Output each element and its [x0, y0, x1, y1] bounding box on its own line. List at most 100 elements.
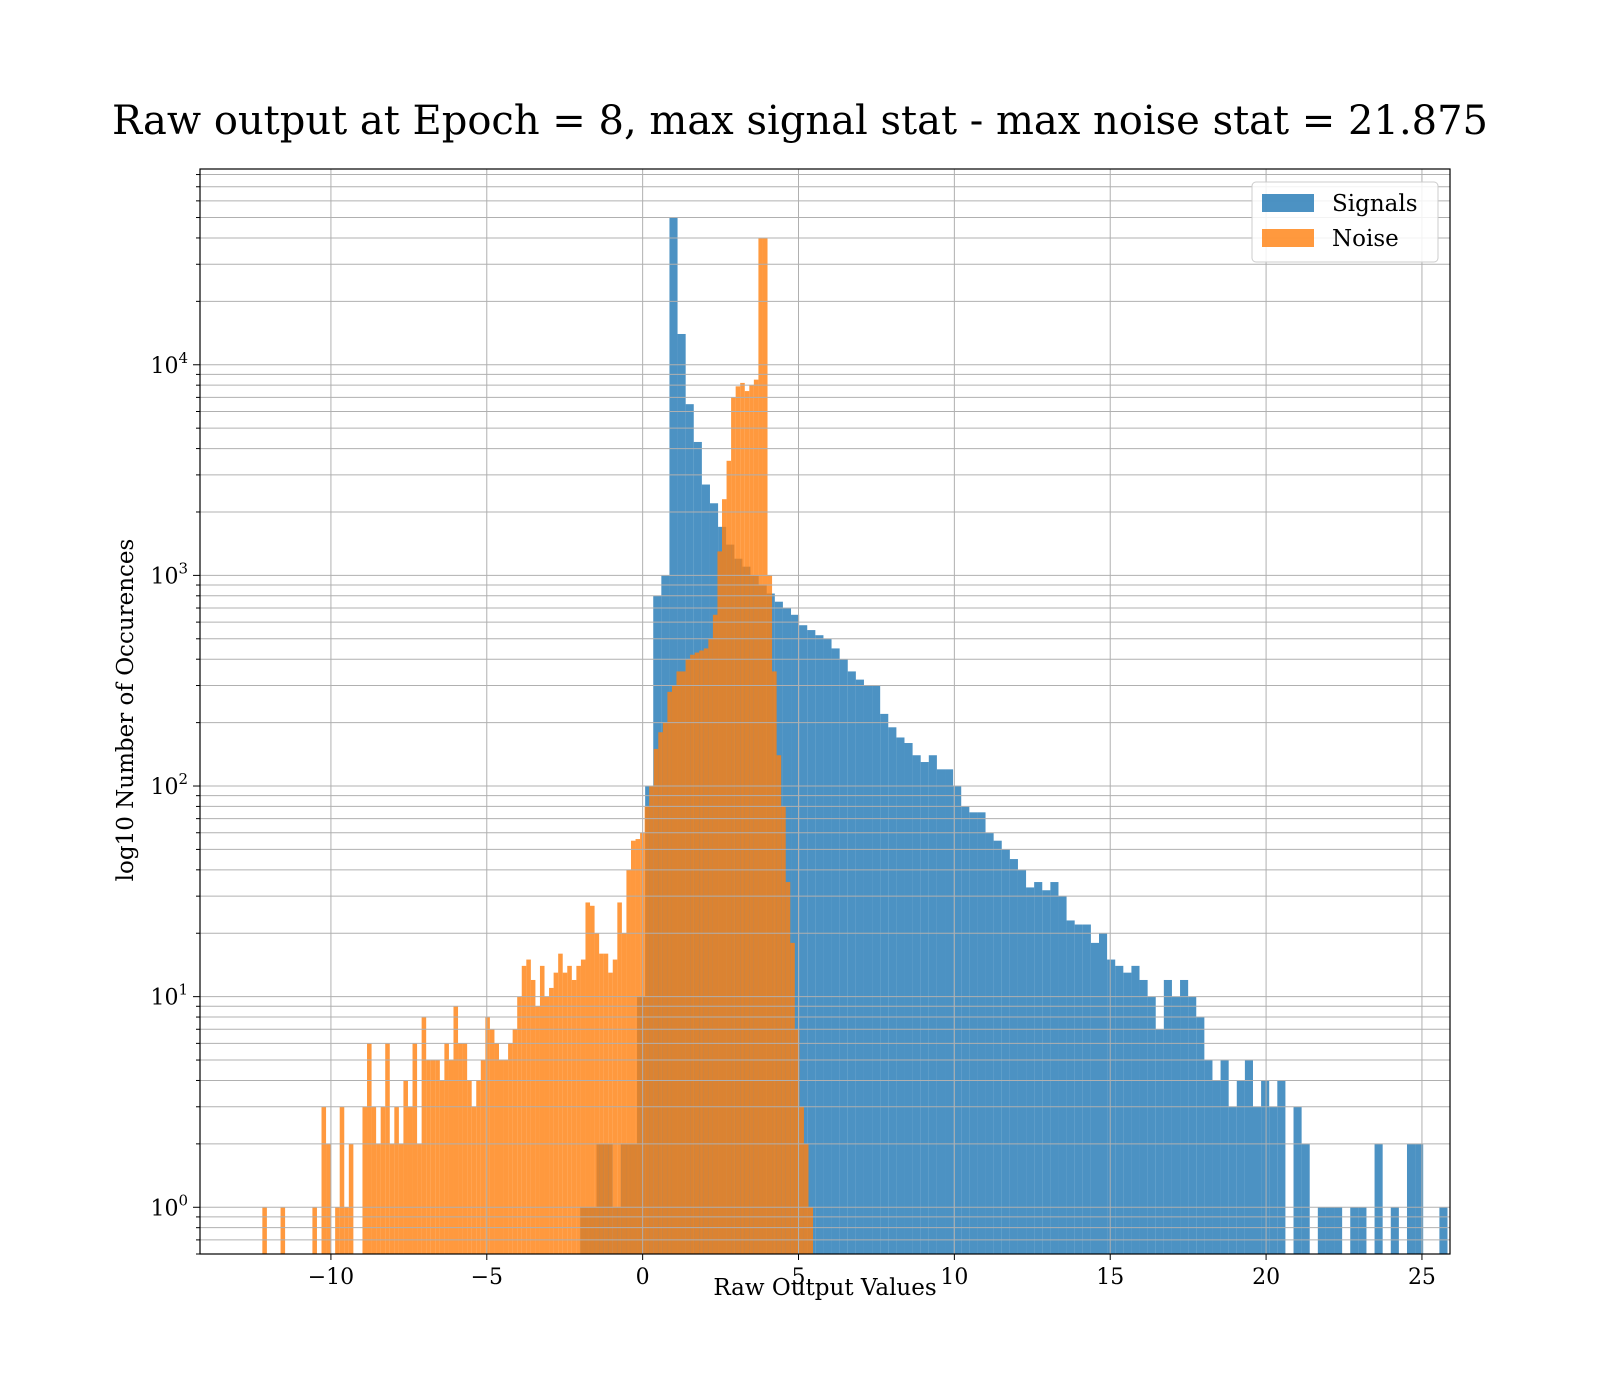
- signals-bar: [1115, 965, 1124, 1254]
- x-tick-label: 10: [940, 1265, 968, 1290]
- noise-bar: [562, 972, 568, 1254]
- x-tick-label: 20: [1252, 1265, 1280, 1290]
- signals-bar: [1163, 979, 1172, 1254]
- signals-bar: [936, 769, 946, 1254]
- grid: [200, 169, 1450, 1255]
- signals-bar: [1415, 1143, 1424, 1254]
- signals-bar: [1066, 920, 1075, 1254]
- signals-bar: [904, 743, 913, 1254]
- signals-bar: [872, 685, 881, 1254]
- signals-bar: [791, 614, 800, 1254]
- signals-bar: [1406, 1143, 1416, 1254]
- signals-bar: [1334, 1207, 1343, 1254]
- noise-bar: [762, 237, 768, 1254]
- signals-bar: [1301, 1143, 1310, 1254]
- noise-bar: [694, 652, 700, 1254]
- signals-bar: [920, 762, 929, 1254]
- x-tick-label: 5: [792, 1265, 806, 1290]
- noise-bar: [722, 499, 727, 1254]
- signals-bar: [815, 635, 824, 1254]
- noise-bar: [549, 987, 554, 1254]
- signals-bar: [1269, 1106, 1278, 1254]
- legend-label-signals: Signals: [1332, 191, 1418, 217]
- signals-bar: [1252, 1106, 1262, 1254]
- noise-bar: [430, 1060, 436, 1254]
- signals-bar: [1358, 1207, 1367, 1254]
- signals-bar: [1350, 1207, 1359, 1254]
- noise-bar: [403, 1080, 408, 1254]
- legend-label-noise: Noise: [1332, 226, 1399, 252]
- noise-bar: [744, 391, 750, 1254]
- noise-bar: [339, 1106, 345, 1254]
- noise-bar: [380, 1106, 386, 1254]
- noise-bar: [521, 965, 527, 1254]
- noise-bar: [367, 1043, 372, 1254]
- signals-bar: [1090, 942, 1099, 1254]
- noise-bar: [617, 902, 622, 1254]
- noise-bar: [590, 905, 595, 1254]
- noise-bar: [717, 551, 723, 1254]
- signals-bar: [1188, 996, 1197, 1254]
- noise-bar: [681, 671, 686, 1254]
- signals-bar: [993, 840, 1002, 1254]
- signals-bar: [1204, 1060, 1213, 1254]
- x-tick-label: 15: [1096, 1265, 1124, 1290]
- noise-bar: [494, 1043, 499, 1254]
- noise-bar: [658, 732, 663, 1254]
- noise-bar: [776, 755, 782, 1254]
- noise-bar: [571, 979, 577, 1254]
- noise-bar: [553, 972, 559, 1254]
- noise-bar: [371, 1106, 377, 1254]
- signals-bar: [847, 671, 856, 1254]
- signals-bar: [1131, 965, 1140, 1254]
- noise-bar: [567, 965, 572, 1254]
- signals-bar: [961, 806, 970, 1254]
- noise-bar: [348, 1143, 354, 1254]
- noise-bar: [726, 460, 732, 1254]
- noise-bar: [485, 1017, 490, 1254]
- noise-bar: [772, 671, 777, 1254]
- signals-bar: [1293, 1106, 1302, 1254]
- noise-bar: [412, 1043, 418, 1254]
- signals-bar: [1244, 1060, 1253, 1254]
- noise-bar: [544, 996, 550, 1254]
- noise-bar: [426, 1060, 431, 1254]
- signals-bar: [1001, 849, 1010, 1254]
- noise-bar: [644, 806, 650, 1254]
- noise-bar: [653, 748, 659, 1254]
- noise-bar: [603, 953, 609, 1254]
- signals-bar: [839, 659, 848, 1254]
- signals-bar: [1180, 979, 1189, 1254]
- signals-bar: [1058, 896, 1067, 1254]
- noise-bar: [508, 1043, 513, 1254]
- noise-bar: [480, 1060, 486, 1254]
- signals-bar: [977, 812, 986, 1254]
- noise-bar: [326, 1143, 331, 1254]
- noise-bar: [626, 869, 631, 1254]
- noise-bar: [708, 638, 713, 1254]
- noise-bar: [489, 1029, 495, 1254]
- noise-bar: [671, 685, 677, 1254]
- signals-bar: [1236, 1080, 1245, 1254]
- signals-bar: [1034, 882, 1043, 1254]
- signals-bar: [807, 630, 816, 1254]
- noise-bar: [599, 953, 604, 1254]
- signals-bar: [1261, 1080, 1270, 1254]
- chart-title: Raw output at Epoch = 8, max signal stat…: [111, 98, 1488, 144]
- noise-bar: [312, 1207, 317, 1254]
- signals-bar: [1390, 1207, 1399, 1254]
- signals-bar: [1325, 1207, 1335, 1254]
- noise-bar: [803, 1143, 809, 1254]
- noise-bar: [749, 385, 754, 1254]
- signals-bar: [1277, 1080, 1286, 1254]
- y-tick-label: 101: [150, 981, 188, 1011]
- signals-bar: [1439, 1207, 1448, 1254]
- noise-bar: [731, 397, 736, 1254]
- noise-bar: [421, 1017, 427, 1254]
- signals-bar: [945, 769, 954, 1254]
- legend-swatch-noise: [1262, 229, 1314, 247]
- signals-bar: [1374, 1143, 1383, 1254]
- bars-group: [262, 217, 1448, 1254]
- noise-bar: [808, 1207, 814, 1254]
- noise-bar: [576, 965, 581, 1254]
